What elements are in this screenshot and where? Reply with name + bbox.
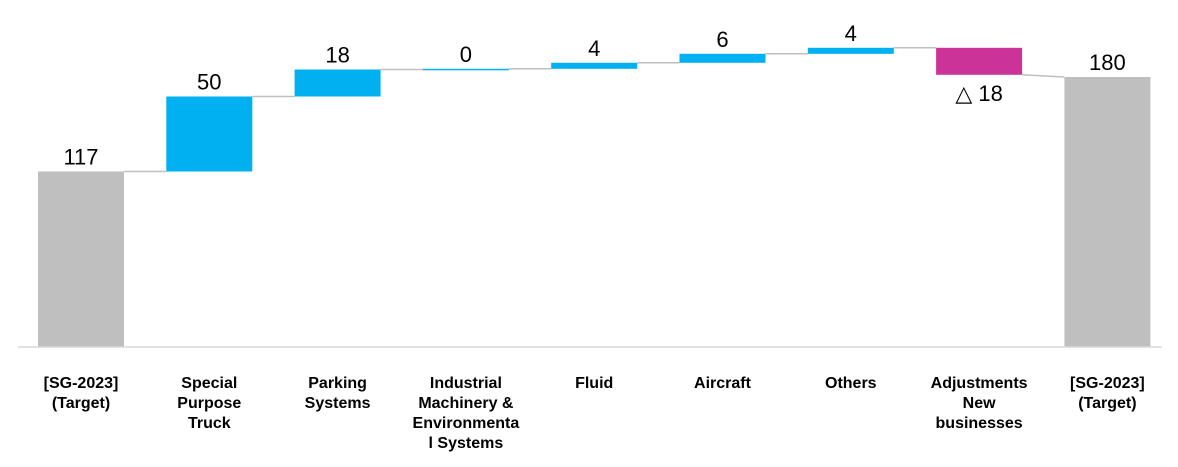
bars [38,47,1151,347]
value-label-2: 18 [325,43,349,68]
bar-4 [551,62,638,69]
bar-2 [294,69,381,97]
category-label-line: [SG-2023] [1070,375,1145,392]
category-label-6: Others [825,375,877,392]
category-label-line: Truck [188,415,231,432]
category-label-line: (Target) [1078,395,1136,412]
bar-8 [1064,77,1151,347]
bar-0 [38,171,124,347]
category-label-7: Adjustments New businesses [931,375,1028,432]
bar-6 [807,47,894,54]
bar-5 [679,53,766,63]
bar-7 [936,47,1023,75]
category-label-line: Fluid [575,375,613,392]
category-label-line: Adjustments [931,375,1028,392]
category-label-2: Parking Systems [305,375,371,412]
value-label-1: 50 [197,70,221,95]
category-label-line: (Target) [52,395,110,412]
category-label-3: Industrial Machinery & Environmenta l Syste… [413,375,520,452]
category-label-line: Purpose [177,395,241,412]
category-label-line: [SG-2023] [44,375,119,392]
category-label-line: l Systems [429,435,504,452]
value-label-4: 4 [588,36,600,61]
connector-7 [1022,74,1065,78]
bar-1 [166,96,253,172]
value-label-6: 4 [845,21,857,46]
value-label-3: 0 [460,42,472,67]
bar-3 [422,68,509,71]
category-label-line: Systems [305,395,371,412]
value-label-5: 6 [716,27,728,52]
value-label-7: △ 18 [955,81,1003,106]
category-label-line: Parking [308,375,367,392]
connector-lines [124,47,1065,173]
category-label-line: Special [181,375,237,392]
category-label-line: New [963,395,996,412]
category-label-line: Machinery & [418,395,514,412]
category-label-0: [SG-2023] (Target) [44,375,119,412]
category-label-line: Industrial [430,375,502,392]
category-label-line: Aircraft [694,375,752,392]
category-label-line: businesses [936,415,1023,432]
category-label-4: Fluid [575,375,613,392]
category-labels: [SG-2023] (Target) Special Purpose Truck Park… [44,375,1145,452]
category-label-1: Special Purpose Truck [177,375,241,432]
category-label-8: [SG-2023] (Target) [1070,375,1145,412]
value-label-8: 180 [1089,50,1126,75]
category-label-line: Environmenta [413,415,520,432]
category-label-5: Aircraft [694,375,752,392]
category-label-line: Others [825,375,877,392]
value-label-0: 117 [63,145,98,170]
